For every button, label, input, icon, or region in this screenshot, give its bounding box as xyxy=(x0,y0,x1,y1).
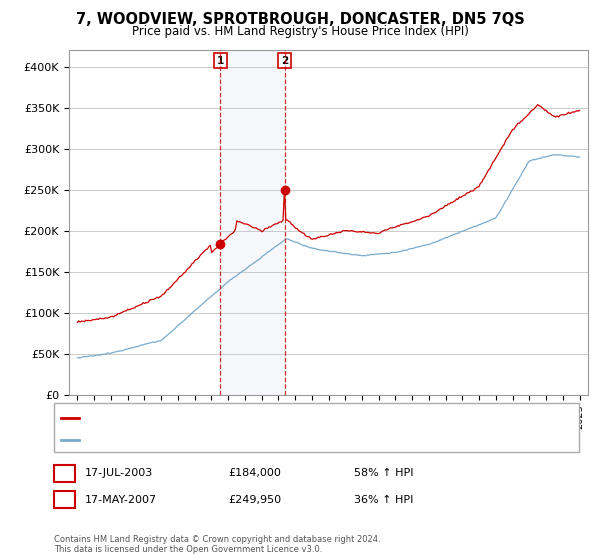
Text: 2: 2 xyxy=(281,55,288,66)
Text: 7, WOODVIEW, SPROTBROUGH, DONCASTER, DN5 7QS: 7, WOODVIEW, SPROTBROUGH, DONCASTER, DN5… xyxy=(76,12,524,27)
Text: Contains HM Land Registry data © Crown copyright and database right 2024.
This d: Contains HM Land Registry data © Crown c… xyxy=(54,535,380,554)
Text: £184,000: £184,000 xyxy=(228,468,281,478)
Text: 1: 1 xyxy=(217,55,224,66)
Text: 58% ↑ HPI: 58% ↑ HPI xyxy=(354,468,413,478)
Text: 17-JUL-2003: 17-JUL-2003 xyxy=(85,468,154,478)
Text: 17-MAY-2007: 17-MAY-2007 xyxy=(85,494,157,505)
Text: 2: 2 xyxy=(61,493,68,506)
Text: Price paid vs. HM Land Registry's House Price Index (HPI): Price paid vs. HM Land Registry's House … xyxy=(131,25,469,38)
Text: 36% ↑ HPI: 36% ↑ HPI xyxy=(354,494,413,505)
Bar xyxy=(220,50,284,395)
Text: HPI: Average price, detached house, Doncaster: HPI: Average price, detached house, Donc… xyxy=(84,432,331,442)
Text: 1: 1 xyxy=(61,466,68,480)
Text: £249,950: £249,950 xyxy=(228,494,281,505)
Text: 7, WOODVIEW, SPROTBROUGH, DONCASTER, DN5 7QS (detached house): 7, WOODVIEW, SPROTBROUGH, DONCASTER, DN5… xyxy=(84,416,466,426)
